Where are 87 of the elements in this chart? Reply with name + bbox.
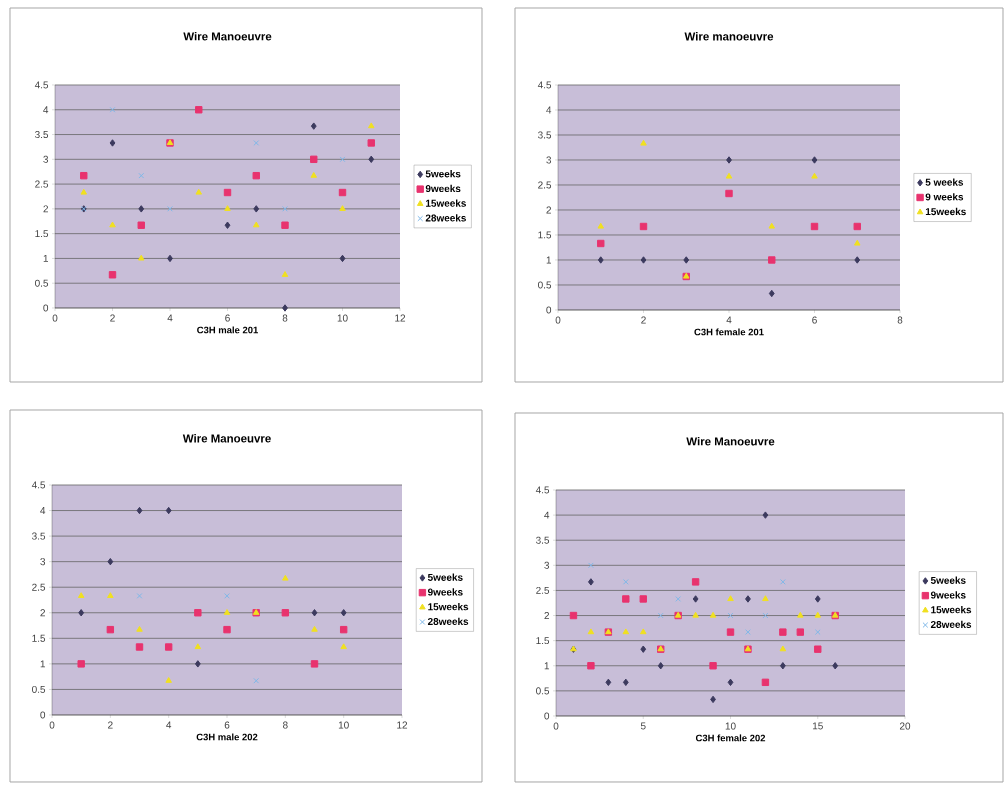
y-tick-label: 3.5 (32, 532, 46, 540)
legend-label: 9weeks (425, 184, 461, 193)
x-tick-label: 10 (338, 721, 349, 729)
x-axis-title: C3H female 201 (694, 328, 764, 336)
y-tick-label: 1 (546, 256, 552, 264)
y-tick-label: 0.5 (35, 279, 49, 287)
legend-label: 15weeks (426, 199, 466, 207)
y-tick-label: 0.5 (538, 281, 552, 289)
x-tick-label: 10 (337, 314, 348, 322)
x-tick-label: 0 (52, 314, 58, 322)
x-tick-label: 2 (108, 721, 113, 729)
y-tick-label: 1.5 (32, 634, 46, 642)
y-tick-label: 0 (546, 306, 552, 314)
legend-label: 5weeks (930, 576, 966, 584)
y-tick-label: 2 (544, 612, 549, 620)
legend-label: 5weeks (427, 573, 463, 581)
x-tick-label: 8 (283, 721, 288, 729)
x-tick-label: 6 (812, 316, 817, 324)
y-tick-label: 1.5 (538, 231, 552, 239)
x-tick-label: 4 (726, 316, 732, 324)
x-tick-label: 0 (49, 721, 55, 729)
y-tick-label: 0.5 (536, 687, 550, 695)
y-tick-label: 3 (43, 155, 49, 163)
y-tick-label: 3 (544, 561, 550, 569)
legend-label: 15weeks (428, 602, 469, 611)
y-tick-label: 4 (546, 106, 552, 114)
y-tick-label: 2 (43, 205, 48, 213)
x-axis-title: C3H male 202 (196, 733, 258, 741)
x-tick-label: 2 (641, 316, 646, 324)
x-tick-label: 4 (167, 314, 173, 322)
y-tick-label: 3 (40, 558, 46, 566)
y-tick-label: 1 (43, 254, 49, 262)
y-tick-label: 0 (544, 712, 550, 720)
x-tick-label: 12 (395, 314, 406, 322)
legend-label: 15weeks (931, 605, 972, 614)
chart-title: Wire Manoeuvre (183, 32, 272, 41)
y-tick-label: 4 (544, 511, 550, 519)
y-tick-label: 0.5 (32, 685, 46, 693)
legend-label: 9 weeks (925, 193, 964, 201)
y-tick-label: 2.5 (32, 583, 46, 591)
y-tick-label: 3.5 (538, 131, 552, 139)
y-tick-label: 3.5 (536, 536, 550, 544)
x-tick-label: 4 (166, 721, 172, 729)
x-tick-label: 8 (282, 314, 288, 322)
y-tick-label: 0 (43, 304, 49, 312)
legend-label: 15weeks (925, 207, 966, 216)
x-tick-label: 0 (555, 316, 561, 324)
y-tick-label: 3.5 (35, 131, 49, 139)
y-tick-label: 1 (544, 662, 550, 670)
legend-label: 28weeks (427, 617, 469, 625)
x-axis-title: C3H female 202 (695, 734, 766, 742)
x-tick-label: 8 (897, 316, 903, 324)
y-tick-label: 2 (40, 609, 45, 617)
y-tick-label: 4.5 (31, 481, 46, 489)
y-tick-label: 2 (546, 206, 551, 214)
chart-title: Wire Manoeuvre (686, 437, 775, 446)
legend-label: 9weeks (930, 591, 966, 599)
y-tick-label: 1.5 (536, 637, 550, 645)
y-tick-label: 4 (43, 106, 49, 114)
legend-label: 9weeks (427, 588, 463, 596)
x-tick-label: 12 (397, 721, 408, 729)
x-tick-label: 2 (110, 314, 115, 322)
y-tick-label: 2.5 (538, 181, 552, 189)
y-tick-label: 2.5 (536, 586, 550, 594)
y-tick-label: 4.5 (535, 486, 550, 494)
y-tick-label: 2.5 (35, 180, 49, 188)
y-tick-label: 4 (40, 507, 46, 514)
x-tick-label: 20 (899, 722, 911, 730)
chart-title: Wire manoeuvre (684, 32, 774, 41)
legend-label: 5weeks (425, 170, 461, 178)
x-tick-label: 6 (225, 314, 230, 322)
x-tick-label: 15 (812, 722, 823, 730)
x-tick-label: 6 (224, 721, 230, 729)
x-axis-title: C3H male 201 (197, 326, 259, 334)
y-tick-label: 4.5 (537, 81, 552, 89)
y-tick-label: 3 (546, 156, 552, 164)
legend-label: 5 weeks (925, 178, 964, 186)
x-tick-label: 10 (725, 722, 736, 730)
legend-label: 28weeks (930, 620, 972, 628)
legend-label: 28weeks (425, 214, 466, 222)
y-tick-label: 0 (40, 711, 46, 719)
x-tick-label: 0 (553, 722, 559, 730)
y-tick-label: 1.5 (35, 230, 49, 238)
chart-title: Wire Manoeuvre (182, 434, 271, 443)
x-tick-label: 5 (640, 722, 646, 730)
y-tick-label: 4.5 (34, 81, 49, 89)
y-tick-label: 1 (40, 660, 46, 668)
